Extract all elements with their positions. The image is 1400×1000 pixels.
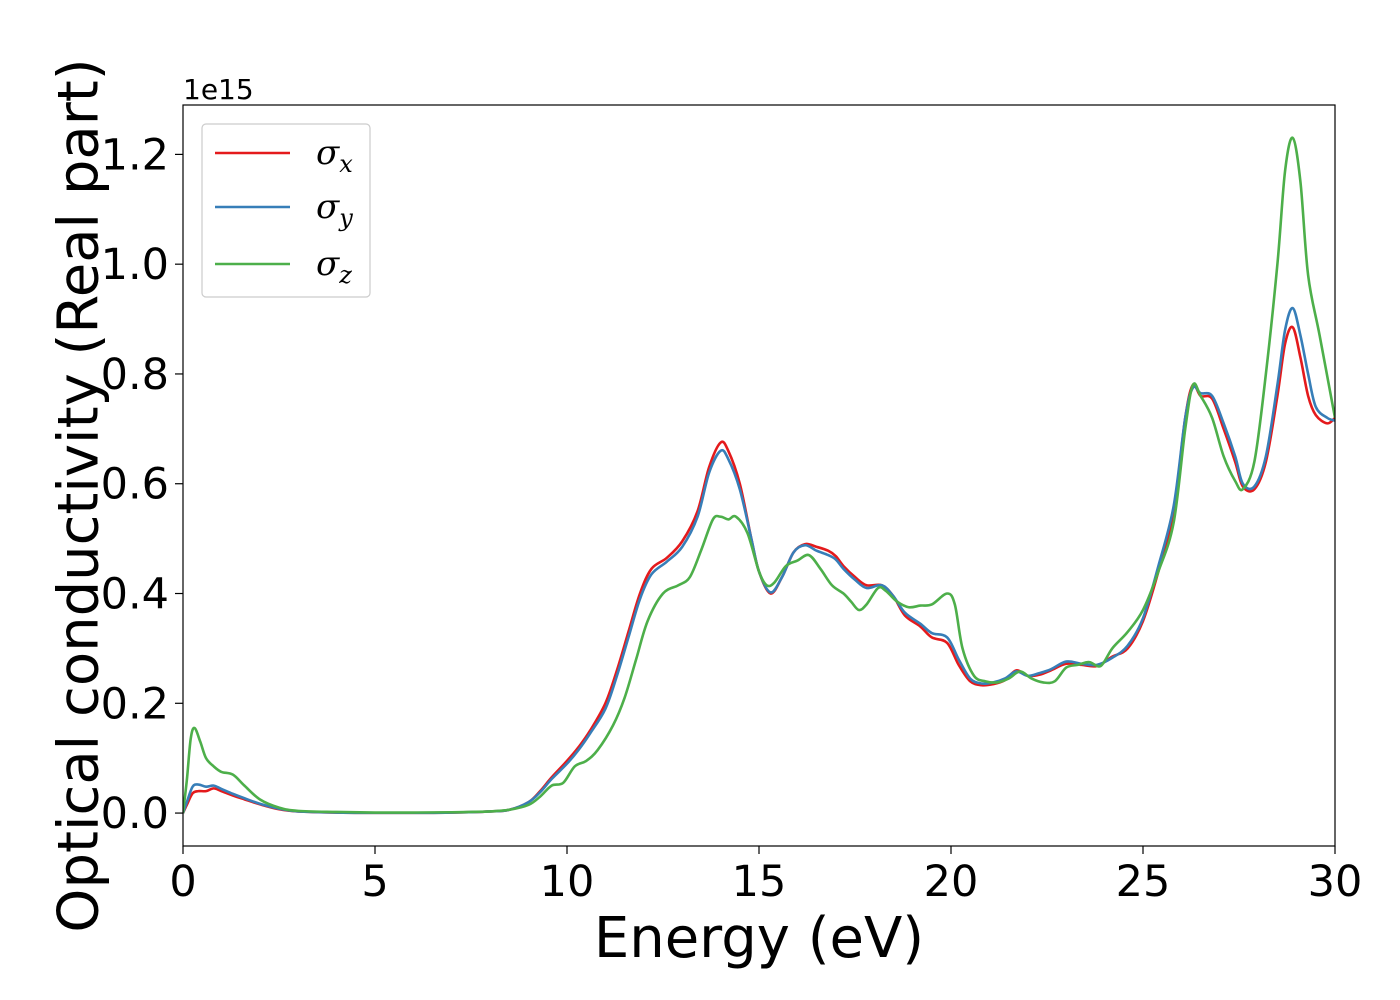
- x-tick-label: 25: [1116, 857, 1171, 907]
- x-tick-label: 20: [924, 857, 979, 907]
- y-tick-label: 0.6: [101, 460, 169, 510]
- legend-label-y: σy: [316, 187, 353, 232]
- legend-box: [201, 123, 371, 298]
- y-offset-label: 1e15: [183, 73, 254, 106]
- y-tick-label: 1.0: [101, 240, 169, 290]
- x-tick-label: 0: [169, 857, 196, 907]
- legend-label-x: σx: [316, 133, 353, 178]
- x-tick-label: 15: [732, 857, 787, 907]
- y-tick-label: 0.0: [101, 789, 169, 839]
- y-tick-label: 0.8: [101, 350, 169, 400]
- x-tick-label: 10: [540, 857, 595, 907]
- y-tick-label: 0.4: [101, 570, 169, 620]
- x-tick-label: 5: [361, 857, 388, 907]
- series-layer: [183, 136, 1335, 815]
- y-axis: 0.0 0.2 0.4 0.6 0.8 1.0 1.2: [101, 130, 183, 839]
- x-axis: 0 5 10 15 20 25 30: [169, 846, 1362, 907]
- y-tick-label: 0.2: [101, 679, 169, 729]
- legend-label-z: σz: [316, 244, 352, 289]
- y-axis-title: Optical conductivity (Real part): [47, 58, 112, 932]
- x-axis-title: Energy (eV): [594, 906, 924, 971]
- series-line-z: [183, 136, 1335, 814]
- x-tick-label: 30: [1308, 857, 1363, 907]
- legend: σx σy σz: [201, 123, 371, 298]
- y-tick-label: 1.2: [101, 130, 169, 180]
